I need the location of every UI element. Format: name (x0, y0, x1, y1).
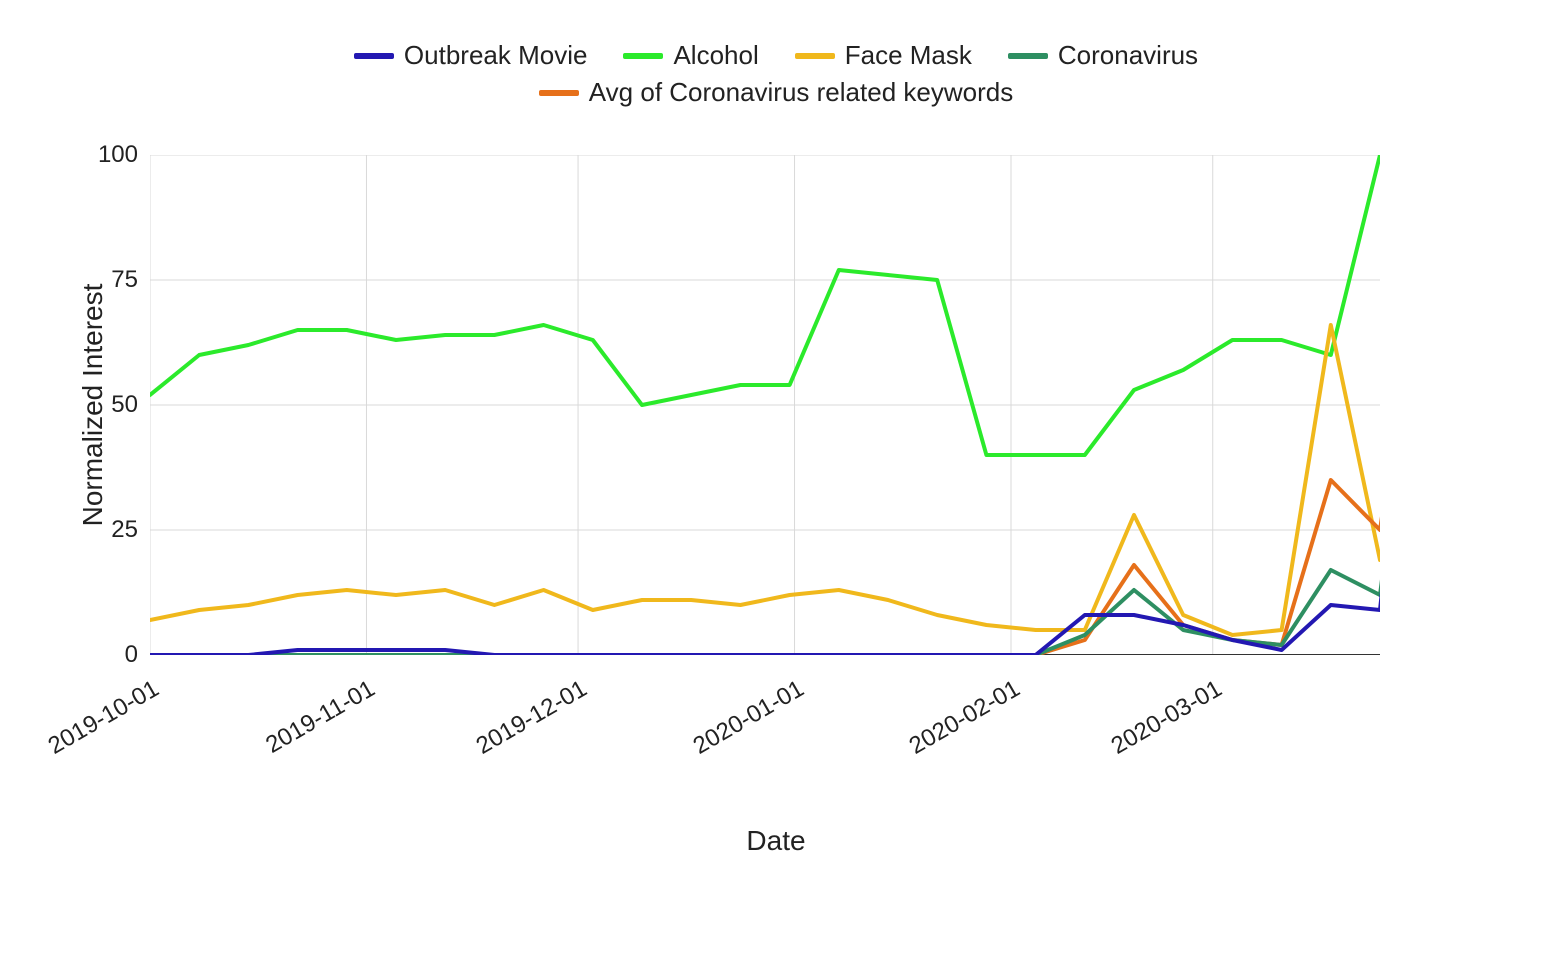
y-tick-label: 0 (125, 641, 138, 669)
legend-label: Face Mask (845, 40, 972, 71)
legend-label: Coronavirus (1058, 40, 1198, 71)
x-tick-label: 2019-12-01 (472, 675, 592, 761)
x-axis-label: Date (746, 825, 805, 928)
y-tick-label: 75 (111, 266, 138, 294)
series-line (150, 155, 1380, 635)
plot-area (150, 155, 1380, 655)
legend-label: Avg of Coronavirus related keywords (589, 77, 1013, 108)
x-tick-label: 2020-01-01 (688, 675, 808, 761)
x-tick-label: 2020-02-01 (905, 675, 1025, 761)
x-tick-label: 2019-10-01 (44, 675, 164, 761)
legend-swatch (795, 53, 835, 59)
series-line (150, 155, 1380, 455)
legend-item[interactable]: Face Mask (795, 40, 972, 71)
legend-swatch (539, 90, 579, 96)
legend: Outbreak Movie Alcohol Face Mask Coronaviru… (0, 40, 1552, 114)
legend-label: Outbreak Movie (404, 40, 588, 71)
legend-item[interactable]: Coronavirus (1008, 40, 1198, 71)
legend-swatch (1008, 53, 1048, 59)
legend-item[interactable]: Alcohol (623, 40, 758, 71)
legend-label: Alcohol (673, 40, 758, 71)
y-tick-label: 50 (111, 391, 138, 419)
y-axis-label: Normalized Interest (77, 284, 109, 527)
legend-swatch (623, 53, 663, 59)
legend-item[interactable]: Outbreak Movie (354, 40, 588, 71)
x-tick-label: 2020-03-01 (1106, 675, 1226, 761)
y-tick-label: 100 (98, 141, 138, 169)
x-tick-label: 2019-11-01 (262, 675, 381, 760)
line-chart: Outbreak Movie Alcohol Face Mask Coronaviru… (0, 0, 1552, 958)
legend-item[interactable]: Avg of Coronavirus related keywords (539, 77, 1013, 108)
legend-swatch (354, 53, 394, 59)
y-tick-label: 25 (111, 516, 138, 544)
plot-svg (150, 155, 1380, 655)
